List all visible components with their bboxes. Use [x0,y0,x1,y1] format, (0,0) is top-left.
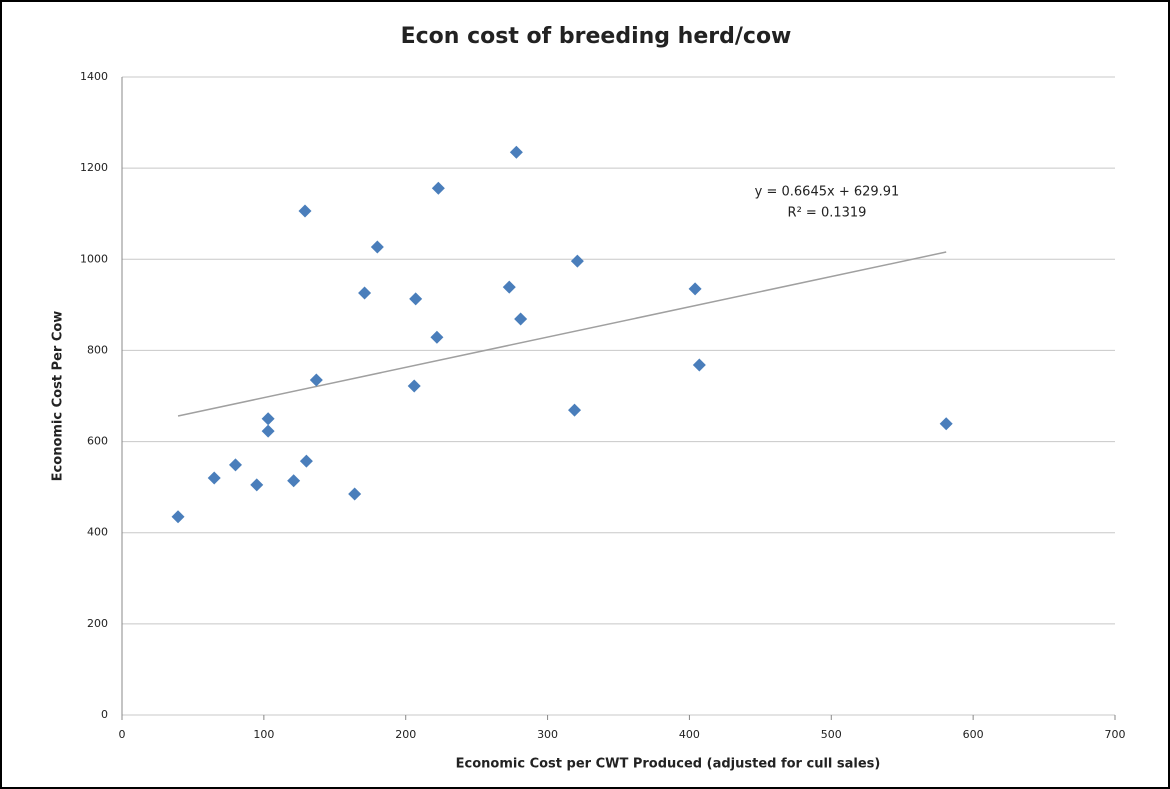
x-tick-label: 300 [537,728,558,741]
point [309,373,323,387]
x-tick-label: 200 [395,728,416,741]
point [261,424,275,438]
y-tick-label: 400 [87,526,108,539]
point [692,358,706,372]
y-tick-label: 1200 [80,161,108,174]
y-tick-label: 200 [87,617,108,630]
point [514,312,528,326]
x-axis-label: Economic Cost per CWT Produced (adjusted… [456,757,881,772]
point [370,240,384,254]
x-tick-label: 100 [253,728,274,741]
y-axis-label: Economic Cost Per Cow [51,311,66,482]
point [509,145,523,159]
y-tick-label: 1400 [80,70,108,83]
point [228,458,242,472]
y-tick-label: 800 [87,343,108,356]
trendline [177,251,947,417]
chart-title: Econ cost of breeding herd/cow [401,24,792,49]
x-tick-label: 400 [679,728,700,741]
trendline-r-squared: R² = 0.1319 [788,206,867,221]
point [171,510,185,524]
point [939,417,953,431]
point [358,286,372,300]
point [299,454,313,468]
y-tick-label: 600 [87,435,108,448]
y-tick-label: 0 [101,708,108,721]
point [409,292,423,306]
point [570,254,584,268]
point [430,330,444,344]
x-tick-label: 0 [119,728,126,741]
point [250,478,264,492]
y-tick-label: 1000 [80,252,108,265]
point [261,412,275,426]
point [407,379,421,393]
x-tick-label: 700 [1105,728,1126,741]
point [207,471,221,485]
point [502,280,516,294]
x-tick-label: 500 [821,728,842,741]
point [287,474,301,488]
point [431,181,445,195]
point [348,487,362,501]
x-tick-label: 600 [963,728,984,741]
point [568,403,582,417]
trendline-equation: y = 0.6645x + 629.91 [755,185,900,200]
point [298,204,312,218]
point [688,282,702,296]
